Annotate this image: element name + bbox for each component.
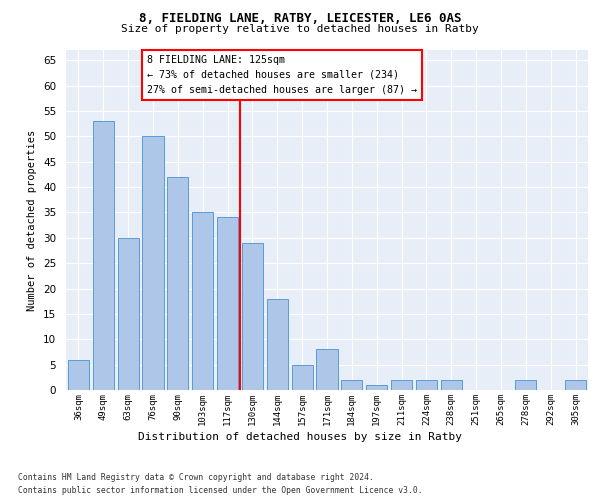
Bar xyxy=(192,212,213,390)
Bar xyxy=(441,380,462,390)
Text: 8 FIELDING LANE: 125sqm
← 73% of detached houses are smaller (234)
27% of semi-d: 8 FIELDING LANE: 125sqm ← 73% of detache… xyxy=(147,55,417,94)
Bar xyxy=(217,218,238,390)
Text: 8, FIELDING LANE, RATBY, LEICESTER, LE6 0AS: 8, FIELDING LANE, RATBY, LEICESTER, LE6 … xyxy=(139,12,461,26)
Bar xyxy=(565,380,586,390)
Bar xyxy=(118,238,139,390)
Text: Contains public sector information licensed under the Open Government Licence v3: Contains public sector information licen… xyxy=(18,486,422,495)
Y-axis label: Number of detached properties: Number of detached properties xyxy=(28,130,37,310)
Text: Contains HM Land Registry data © Crown copyright and database right 2024.: Contains HM Land Registry data © Crown c… xyxy=(18,472,374,482)
Text: Size of property relative to detached houses in Ratby: Size of property relative to detached ho… xyxy=(121,24,479,34)
Bar xyxy=(366,385,387,390)
Bar xyxy=(341,380,362,390)
Bar xyxy=(391,380,412,390)
Bar xyxy=(267,298,288,390)
Bar xyxy=(142,136,164,390)
Bar xyxy=(416,380,437,390)
Bar xyxy=(167,177,188,390)
Text: Distribution of detached houses by size in Ratby: Distribution of detached houses by size … xyxy=(138,432,462,442)
Bar xyxy=(316,350,338,390)
Bar xyxy=(242,243,263,390)
Bar xyxy=(68,360,89,390)
Bar xyxy=(515,380,536,390)
Bar xyxy=(292,364,313,390)
Bar xyxy=(93,121,114,390)
